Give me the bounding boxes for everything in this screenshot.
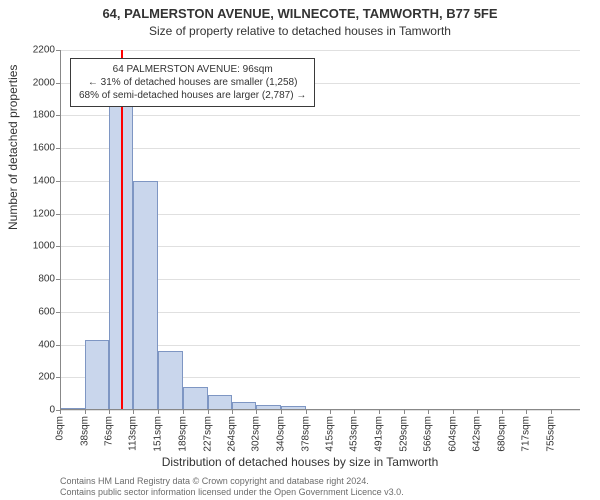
- xtick-label: 378sqm: [300, 416, 311, 452]
- xtick-mark: [354, 410, 355, 414]
- xtick-mark: [477, 410, 478, 414]
- ytick-label: 400: [15, 339, 55, 350]
- xtick-mark: [183, 410, 184, 414]
- annotation-line1: 64 PALMERSTON AVENUE: 96sqm: [79, 63, 306, 76]
- xtick-label: 340sqm: [276, 416, 287, 452]
- histogram-bar: [158, 351, 183, 410]
- xtick-mark: [256, 410, 257, 414]
- histogram-bar: [133, 181, 158, 410]
- annotation-line3: 68% of semi-detached houses are larger (…: [79, 89, 306, 102]
- ytick-label: 1600: [15, 143, 55, 154]
- xtick-mark: [551, 410, 552, 414]
- ytick-label: 600: [15, 306, 55, 317]
- x-axis-label: Distribution of detached houses by size …: [0, 455, 600, 469]
- xtick-label: 38sqm: [79, 416, 90, 446]
- xtick-label: 717sqm: [521, 416, 532, 452]
- xtick-mark: [453, 410, 454, 414]
- grid-line: [60, 115, 580, 116]
- ytick-label: 2200: [15, 45, 55, 56]
- annotation-line2: ← 31% of detached houses are smaller (1,…: [79, 76, 306, 89]
- xtick-label: 604sqm: [447, 416, 458, 452]
- histogram-bar: [208, 395, 232, 410]
- ytick-label: 200: [15, 372, 55, 383]
- chart-title: 64, PALMERSTON AVENUE, WILNECOTE, TAMWOR…: [0, 6, 600, 21]
- xtick-mark: [379, 410, 380, 414]
- xtick-mark: [85, 410, 86, 414]
- annotation-callout: 64 PALMERSTON AVENUE: 96sqm← 31% of deta…: [70, 58, 315, 107]
- ytick-label: 800: [15, 274, 55, 285]
- xtick-label: 491sqm: [374, 416, 385, 452]
- y-axis-line: [60, 50, 61, 410]
- xtick-mark: [502, 410, 503, 414]
- xtick-mark: [60, 410, 61, 414]
- footer-line1: Contains HM Land Registry data © Crown c…: [60, 476, 404, 487]
- xtick-label: 189sqm: [177, 416, 188, 452]
- xtick-mark: [232, 410, 233, 414]
- xtick-mark: [404, 410, 405, 414]
- footer-attribution: Contains HM Land Registry data © Crown c…: [60, 476, 404, 498]
- footer-line2: Contains public sector information licen…: [60, 487, 404, 498]
- chart-subtitle: Size of property relative to detached ho…: [0, 24, 600, 38]
- ytick-label: 1400: [15, 175, 55, 186]
- xtick-label: 566sqm: [422, 416, 433, 452]
- xtick-label: 302sqm: [251, 416, 262, 452]
- ytick-label: 0: [15, 405, 55, 416]
- xtick-mark: [208, 410, 209, 414]
- xtick-label: 76sqm: [104, 416, 115, 446]
- histogram-bar: [85, 340, 110, 410]
- xtick-label: 680sqm: [497, 416, 508, 452]
- xtick-label: 113sqm: [128, 416, 139, 451]
- xtick-label: 415sqm: [324, 416, 335, 452]
- ytick-label: 1800: [15, 110, 55, 121]
- xtick-mark: [306, 410, 307, 414]
- xtick-label: 227sqm: [202, 416, 213, 452]
- xtick-label: 453sqm: [349, 416, 360, 452]
- plot-area: 0200400600800100012001400160018002000220…: [60, 50, 580, 410]
- xtick-mark: [133, 410, 134, 414]
- xtick-label: 151sqm: [153, 416, 164, 452]
- histogram-bar: [183, 387, 208, 410]
- xtick-mark: [109, 410, 110, 414]
- xtick-mark: [526, 410, 527, 414]
- xtick-label: 642sqm: [472, 416, 483, 452]
- xtick-mark: [330, 410, 331, 414]
- ytick-label: 2000: [15, 77, 55, 88]
- xtick-label: 755sqm: [545, 416, 556, 452]
- xtick-label: 0sqm: [55, 416, 66, 440]
- xtick-label: 264sqm: [226, 416, 237, 452]
- ytick-label: 1200: [15, 208, 55, 219]
- xtick-mark: [428, 410, 429, 414]
- grid-line: [60, 50, 580, 51]
- xtick-label: 529sqm: [398, 416, 409, 452]
- ytick-label: 1000: [15, 241, 55, 252]
- xtick-mark: [158, 410, 159, 414]
- grid-line: [60, 148, 580, 149]
- xtick-mark: [281, 410, 282, 414]
